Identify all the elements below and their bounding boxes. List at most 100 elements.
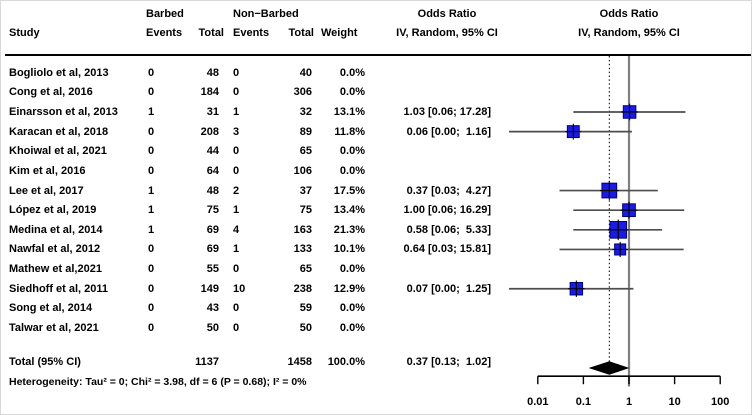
non-barbed-events: 1 [233, 243, 240, 256]
weight-value: 0.0% [339, 164, 365, 177]
table-row: Lee et al, 2017 1 48 2 37 17.5% 0.37 [0.03; 4.… [1, 184, 751, 198]
non-barbed-events: 0 [233, 302, 240, 315]
table-row: Siedhoff et al, 2011 0 149 10 238 12.9% 0.07 [… [1, 282, 751, 296]
weight-value: 11.8% [334, 125, 365, 138]
barbed-total: 69 [206, 243, 219, 256]
study-name: Bogliolo et al, 2013 [9, 66, 109, 79]
weight-value: 17.5% [333, 184, 365, 197]
heterogeneity-note: Heterogeneity: Tau² = 0; Chi² = 3.98, df… [9, 376, 307, 388]
non-barbed-total: 133 [293, 243, 312, 256]
weight-value: 0.0% [339, 66, 365, 79]
barbed-total: 43 [206, 302, 219, 315]
barbed-events: 0 [148, 86, 155, 99]
weight-value: 21.3% [333, 223, 365, 236]
or-column-title: Odds Ratio [417, 8, 477, 20]
study-name: López et al, 2019 [9, 204, 97, 217]
barbed-total: 149 [200, 282, 219, 295]
study-name: Talwar et al, 2021 [9, 322, 99, 335]
non-barbed-total: 306 [293, 86, 312, 99]
study-name: Einarsson et al, 2013 [9, 105, 118, 118]
or-column-subtitle: IV, Random, 95% CI [396, 27, 498, 39]
weight-value: 12.9% [333, 282, 365, 295]
non-barbed-total: 65 [299, 145, 312, 158]
col-header-weight: Weight [321, 27, 358, 39]
non-barbed-events: 0 [233, 263, 240, 276]
non-barbed-events: 10 [233, 282, 246, 295]
barbed-total: 75 [206, 204, 219, 217]
barbed-events: 0 [148, 164, 155, 177]
or-ci-text: 0.06 [0.00; 1.16] [406, 125, 491, 138]
summary-diamond [588, 361, 630, 375]
barbed-events: 0 [148, 145, 155, 158]
table-row: Song et al, 2014 0 43 0 59 0.0% [1, 301, 751, 315]
table-row: Karacan et al, 2018 0 208 3 89 11.8% 0.06 [0.0… [1, 125, 751, 139]
non-barbed-total: 59 [299, 302, 312, 315]
axis-tick-label: 0.01 [527, 396, 548, 408]
barbed-events: 1 [148, 105, 155, 118]
weight-value: 0.0% [339, 86, 365, 99]
barbed-total: 208 [200, 125, 219, 138]
weight-value: 0.0% [339, 322, 365, 335]
group-header-barbed: Barbed [146, 8, 184, 20]
study-name: Mathew et al,2021 [9, 263, 102, 276]
non-barbed-events: 1 [233, 204, 240, 217]
or-ci-text: 1.00 [0.06; 16.29] [403, 204, 491, 217]
study-name: Medina et al, 2014 [9, 223, 103, 236]
barbed-events: 0 [148, 322, 155, 335]
barbed-total: 64 [206, 164, 219, 177]
barbed-events: 1 [148, 204, 155, 217]
barbed-events: 0 [148, 282, 155, 295]
non-barbed-events: 3 [233, 125, 240, 138]
study-name: Song et al, 2014 [9, 302, 93, 315]
table-row: Cong et al, 2016 0 184 0 306 0.0% [1, 85, 751, 99]
barbed-total: 44 [206, 145, 219, 158]
table-row: Mathew et al,2021 0 55 0 65 0.0% [1, 262, 751, 276]
weight-value: 0.0% [339, 145, 365, 158]
non-barbed-events: 0 [233, 145, 240, 158]
non-barbed-events: 4 [233, 223, 240, 236]
col-header-events-barbed: Events [146, 27, 183, 39]
non-barbed-events: 1 [233, 105, 240, 118]
study-name: Lee et al, 2017 [9, 184, 84, 197]
barbed-total: 50 [206, 322, 219, 335]
or-ci-text: 0.37 [0.03; 4.27] [406, 184, 491, 197]
header-divider [5, 54, 751, 56]
col-header-total-barbed: Total [198, 27, 224, 39]
weight-value: 0.0% [339, 302, 365, 315]
weight-value: 13.4% [333, 204, 365, 217]
study-name: Siedhoff et al, 2011 [9, 282, 109, 295]
non-barbed-total: 106 [293, 164, 312, 177]
barbed-events: 1 [148, 184, 155, 197]
table-row: Einarsson et al, 2013 1 31 1 32 13.1% 1.03 [0.… [1, 105, 751, 119]
non-barbed-events: 0 [233, 86, 240, 99]
weight-value: 13.1% [333, 105, 365, 118]
col-header-study: Study [9, 27, 40, 39]
study-name: Kim et al, 2016 [9, 164, 86, 177]
weight-value: 0.0% [339, 263, 365, 276]
table-row: Bogliolo et al, 2013 0 48 0 40 0.0% [1, 66, 751, 80]
or-ci-text: 0.64 [0.03; 15.81] [403, 243, 491, 256]
barbed-total: 184 [200, 86, 219, 99]
non-barbed-total: 89 [299, 125, 312, 138]
table-row: Khoiwal et al, 2021 0 44 0 65 0.0% [1, 144, 751, 158]
barbed-total: 69 [206, 223, 219, 236]
or-ci-text: 0.07 [0.00; 1.25] [406, 282, 491, 295]
axis-tick-label: 1 [626, 396, 632, 408]
barbed-total: 55 [206, 263, 219, 276]
non-barbed-total: 238 [293, 282, 312, 295]
non-barbed-events: 0 [233, 322, 240, 335]
plot-subtitle: IV, Random, 95% CI [578, 27, 680, 39]
study-name: Khoiwal et al, 2021 [9, 145, 107, 158]
non-barbed-events: 0 [233, 164, 240, 177]
col-header-total-non-barbed: Total [288, 27, 314, 39]
barbed-events: 0 [148, 302, 155, 315]
non-barbed-total: 32 [299, 105, 312, 118]
barbed-events: 0 [148, 263, 155, 276]
axis-tick-label: 100 [711, 396, 729, 408]
weight-value: 10.1% [333, 243, 365, 256]
total-ci: 0.37 [0.13; 1.02] [406, 356, 491, 368]
table-row: Talwar et al, 2021 0 50 0 50 0.0% [1, 321, 751, 335]
total-barbed-total: 1137 [195, 356, 219, 368]
